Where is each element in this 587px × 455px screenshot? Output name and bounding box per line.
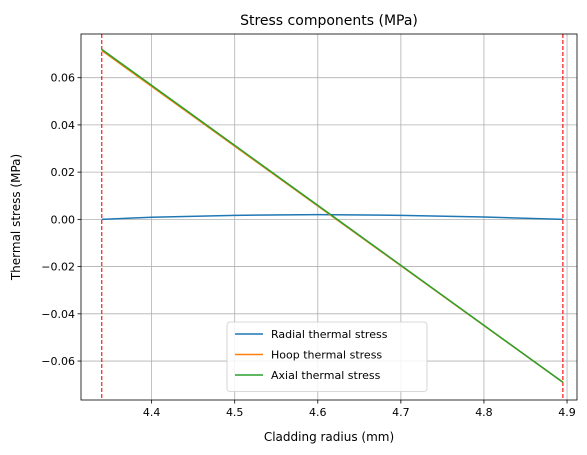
x-tick-label-2: 4.6 — [309, 406, 327, 419]
x-tick-label-0: 4.4 — [143, 406, 161, 419]
y-tick-label-2: −0.02 — [41, 261, 75, 274]
legend-label-1: Hoop thermal stress — [271, 349, 382, 362]
y-tick-label-5: 0.04 — [51, 119, 76, 132]
legend: Radial thermal stress Hoop thermal stress… — [226, 321, 428, 392]
y-axis-ticks: −0.06 −0.04 −0.02 0.00 0.02 0.04 0.06 — [41, 72, 81, 368]
y-tick-label-4: 0.02 — [51, 166, 76, 179]
x-tick-label-3: 4.7 — [392, 406, 410, 419]
x-axis-ticks: 4.4 4.5 4.6 4.7 4.8 4.9 — [143, 400, 576, 419]
series-line-axial-thermal-stress — [101, 48, 564, 383]
legend-box — [226, 321, 428, 392]
legend-label-2: Axial thermal stress — [271, 369, 381, 382]
x-axis-label: Cladding radius (mm) — [264, 430, 394, 444]
x-tick-label-1: 4.5 — [226, 406, 244, 419]
series-lines — [101, 48, 564, 383]
legend-label-0: Radial thermal stress — [271, 328, 388, 341]
x-tick-label-4: 4.8 — [475, 406, 493, 419]
reference-lines — [101, 34, 564, 400]
plot-frame — [80, 33, 578, 401]
y-tick-label-1: −0.04 — [41, 308, 75, 321]
x-tick-label-5: 4.9 — [558, 406, 576, 419]
chart-title: Stress components (MPa) — [240, 13, 418, 29]
series-line-radial-thermal-stress — [101, 213, 563, 221]
y-axis-label: Thermal stress (MPa) — [9, 154, 23, 281]
y-tick-label-0: −0.06 — [41, 355, 75, 368]
y-tick-label-3: 0.00 — [51, 213, 76, 226]
y-tick-label-6: 0.06 — [51, 72, 76, 85]
